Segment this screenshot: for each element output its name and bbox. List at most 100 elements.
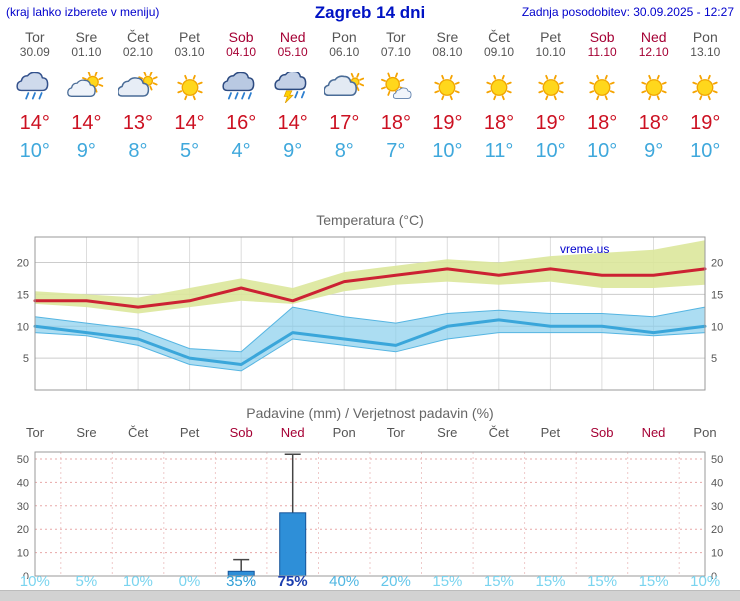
svg-text:Čet: Čet [128,425,149,440]
precipitation-chart: Tor Sre Čet Pet Sob Ned Pon Tor Sre Čet Pet Sob Ned P… [17,425,724,579]
precipitation-chart-title: Padavine (mm) / Verjetnost padavin (%) [246,405,494,421]
svg-text:Pet: Pet [541,425,561,440]
precip-probability: 15% [483,573,514,590]
svg-text:40: 40 [711,477,723,489]
precip-probability: 15% [535,573,566,590]
day-column-čet-09.10: Čet 09.10 18° 11° [473,30,525,163]
svg-text:10: 10 [17,548,29,560]
day-column-sob-04.10: Sob 04.10 16° 4° [215,30,267,162]
max-temperature: 18° [638,112,669,134]
precip-probability: 10% [122,573,153,590]
day-date: 01.10 [71,45,102,59]
page-title: Zagreb 14 dni [314,3,426,22]
day-name: Sre [75,29,98,45]
day-name: Sob [589,29,615,45]
svg-text:Ned: Ned [642,425,666,440]
svg-text:30: 30 [17,501,29,513]
day-name: Tor [25,29,45,45]
max-temperature: 19° [690,112,721,134]
precip-probability: 15% [638,573,669,590]
weather-icon-mostly-sunny [370,72,422,103]
svg-text:Pet: Pet [180,425,200,440]
day-date: 04.10 [226,45,257,59]
svg-text:10: 10 [711,321,723,333]
svg-text:15: 15 [711,289,723,301]
svg-text:50: 50 [17,454,29,466]
weather-icon-sunny [525,72,577,103]
day-column-pon-13.10: Pon 13.10 19° 10° [680,30,732,163]
day-column-čet-02.10: Čet 02.10 13° 8° [112,30,164,162]
day-column-sre-01.10: Sre 01.10 14° 9° [61,30,113,162]
precip-probability: 75% [277,573,308,590]
day-date: 07.10 [380,45,411,59]
day-name: Ned [279,29,306,45]
svg-text:Sre: Sre [437,425,457,440]
day-date: 09.10 [483,45,514,59]
min-temperature: 7° [386,140,406,162]
day-name: Pet [179,29,201,45]
svg-text:Sob: Sob [590,425,613,440]
max-temperature: 17° [329,112,360,134]
max-temperature: 16° [225,112,257,134]
day-date: 02.10 [122,45,153,59]
precip-probability: 40% [329,573,360,590]
svg-text:5: 5 [711,353,717,365]
day-date: 10.10 [535,45,566,59]
day-column-pet-03.10: Pet 03.10 14° 5° [164,29,216,163]
weather-icon-sunny [473,72,525,103]
min-temperature: 9° [76,140,96,162]
day-name: Sre [436,29,459,45]
svg-text:20: 20 [711,524,723,536]
max-temperature: 18° [380,112,411,134]
svg-text:10: 10 [711,548,723,560]
min-temperature: 11° [484,140,514,162]
precip-probability: 15% [432,573,463,590]
watermark-link[interactable]: vreme.us [560,242,610,256]
day-name: Ned [640,29,667,45]
weather-icon-sunny [680,72,732,103]
weather-icon-sunny [164,72,216,103]
day-column-ned-05.10: Ned 05.10 14° 9° [267,30,319,162]
day-date: 13.10 [690,45,721,59]
max-temperature: 14° [19,112,50,134]
svg-text:Tor: Tor [26,425,45,440]
svg-text:20: 20 [711,258,723,270]
svg-text:50: 50 [711,454,723,466]
day-column-sob-11.10: Sob 11.10 18° 10° [576,29,628,163]
day-date: 05.10 [277,45,308,59]
weather-icon-thunderstorm [267,70,319,104]
svg-text:Pon: Pon [333,425,356,440]
max-temperature: 13° [122,112,154,134]
day-column-tor-07.10: Tor 07.10 18° 7° [370,30,422,162]
svg-text:Tor: Tor [387,425,406,440]
min-temperature: 9° [283,140,303,162]
precip-probability: 20% [380,573,411,590]
day-column-pet-10.10: Pet 10.10 19° 10° [525,30,577,163]
day-name: Čet [127,29,149,45]
svg-text:Pon: Pon [693,425,716,440]
max-temperature: 18° [587,112,618,134]
weather-icon-cloudy [318,72,370,103]
precip-probability: 15% [587,573,618,590]
temperature-chart-title: Temperatura (°C) [316,212,424,228]
last-update: Zadnja posodobitev: 30.09.2025 - 12:27 [521,5,734,19]
max-temperature: 14° [174,112,205,134]
day-column-sre-08.10: Sre 08.10 19° 10° [422,29,474,163]
day-name: Sob [228,29,254,45]
precip-probability: 5% [75,573,98,590]
svg-text:10: 10 [17,321,29,333]
temperature-chart: 5 5 10 10 15 15 20 20 [17,236,723,391]
weather-icon-sunny [576,72,628,103]
max-temperature: 14° [71,112,102,134]
min-temperature: 5° [179,140,200,162]
day-date: 03.10 [174,45,205,59]
svg-text:Čet: Čet [489,425,510,440]
day-column-ned-12.10: Ned 12.10 18° 9° [628,29,680,163]
svg-text:5: 5 [23,353,29,365]
weather-icon-sunny [422,72,474,103]
min-temperature: 4° [231,140,251,162]
min-temperature: 8° [334,140,354,162]
min-temperature: 8° [128,140,148,162]
min-temperature: 10° [690,140,721,162]
day-date: 06.10 [329,45,360,59]
